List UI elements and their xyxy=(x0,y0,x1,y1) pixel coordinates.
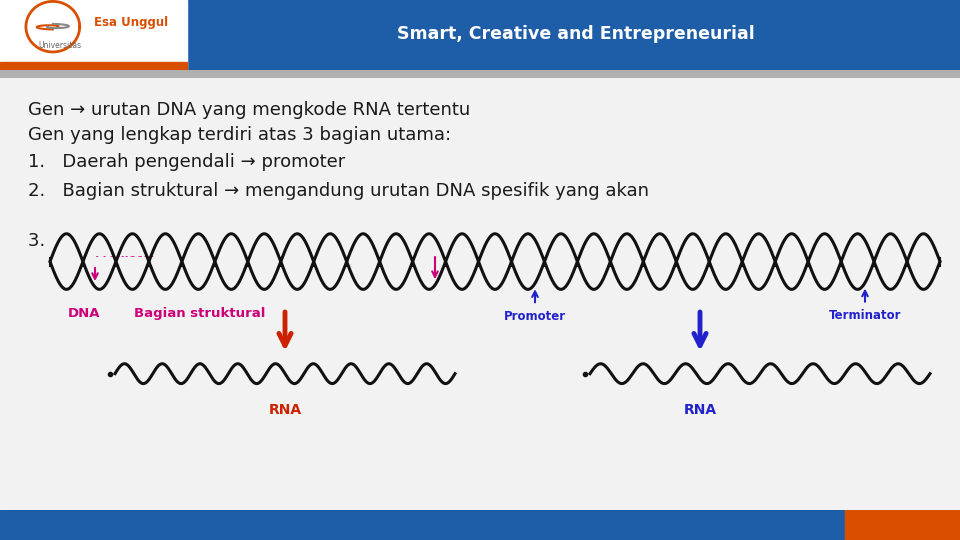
Text: Universitas: Universitas xyxy=(38,41,82,50)
Text: Terminator: Terminator xyxy=(398,222,471,235)
Text: Smart, Creative and Entrepreneurial: Smart, Creative and Entrepreneurial xyxy=(397,25,755,43)
Bar xyxy=(845,510,960,540)
Bar xyxy=(0,0,187,70)
Bar xyxy=(0,62,187,70)
Text: Terminator: Terminator xyxy=(828,309,901,322)
Bar xyxy=(50,200,950,255)
Text: Gen → urutan DNA yang mengkode RNA tertentu: Gen → urutan DNA yang mengkode RNA terte… xyxy=(28,101,470,119)
Text: Bagian struktural: Bagian struktural xyxy=(134,307,266,320)
Text: RNA: RNA xyxy=(684,403,716,417)
Text: Esa Unggul: Esa Unggul xyxy=(94,16,168,29)
Text: RNA: RNA xyxy=(269,403,301,417)
Text: 1.   Daerah pengendali → promoter: 1. Daerah pengendali → promoter xyxy=(28,153,346,171)
Text: Gen yang lengkap terdiri atas 3 bagian utama:: Gen yang lengkap terdiri atas 3 bagian u… xyxy=(28,126,451,144)
Text: DNA: DNA xyxy=(68,307,101,320)
Text: 2.   Bagian struktural → mengandung urutan DNA spesifik yang akan: 2. Bagian struktural → mengandung urutan… xyxy=(28,182,649,200)
Text: ditranskripsi: ditranskripsi xyxy=(28,205,180,223)
Text: 3.   Terminator → daerah yang menghentikan transkripsi: 3. Terminator → daerah yang menghentikan… xyxy=(28,232,537,250)
Text: Promoter: Promoter xyxy=(95,247,157,260)
Text: Promoter: Promoter xyxy=(504,310,566,323)
Bar xyxy=(0,510,845,540)
